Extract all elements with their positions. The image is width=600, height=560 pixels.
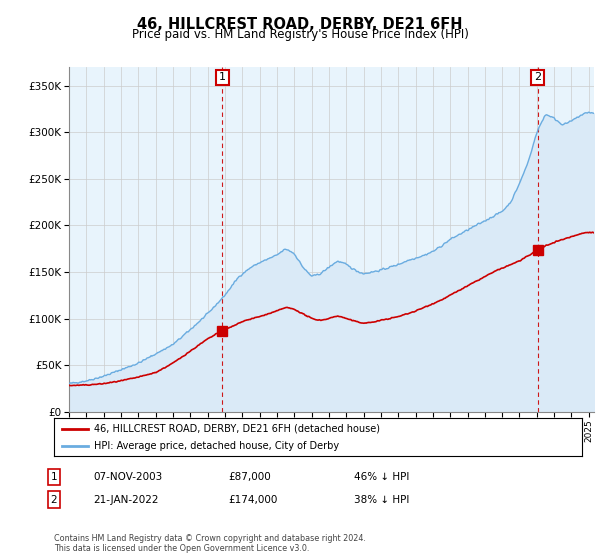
Text: 1: 1 <box>219 72 226 82</box>
Text: £174,000: £174,000 <box>228 494 277 505</box>
Text: 38% ↓ HPI: 38% ↓ HPI <box>354 494 409 505</box>
Text: 2: 2 <box>534 72 541 82</box>
Text: £87,000: £87,000 <box>228 472 271 482</box>
Text: Price paid vs. HM Land Registry's House Price Index (HPI): Price paid vs. HM Land Registry's House … <box>131 28 469 41</box>
Text: Contains HM Land Registry data © Crown copyright and database right 2024.
This d: Contains HM Land Registry data © Crown c… <box>54 534 366 553</box>
Text: 21-JAN-2022: 21-JAN-2022 <box>93 494 158 505</box>
Text: HPI: Average price, detached house, City of Derby: HPI: Average price, detached house, City… <box>94 441 339 451</box>
Text: 07-NOV-2003: 07-NOV-2003 <box>93 472 162 482</box>
Text: 1: 1 <box>50 472 58 482</box>
Text: 46% ↓ HPI: 46% ↓ HPI <box>354 472 409 482</box>
Text: 46, HILLCREST ROAD, DERBY, DE21 6FH (detached house): 46, HILLCREST ROAD, DERBY, DE21 6FH (det… <box>94 423 380 433</box>
Text: 46, HILLCREST ROAD, DERBY, DE21 6FH: 46, HILLCREST ROAD, DERBY, DE21 6FH <box>137 17 463 32</box>
Text: 2: 2 <box>50 494 58 505</box>
